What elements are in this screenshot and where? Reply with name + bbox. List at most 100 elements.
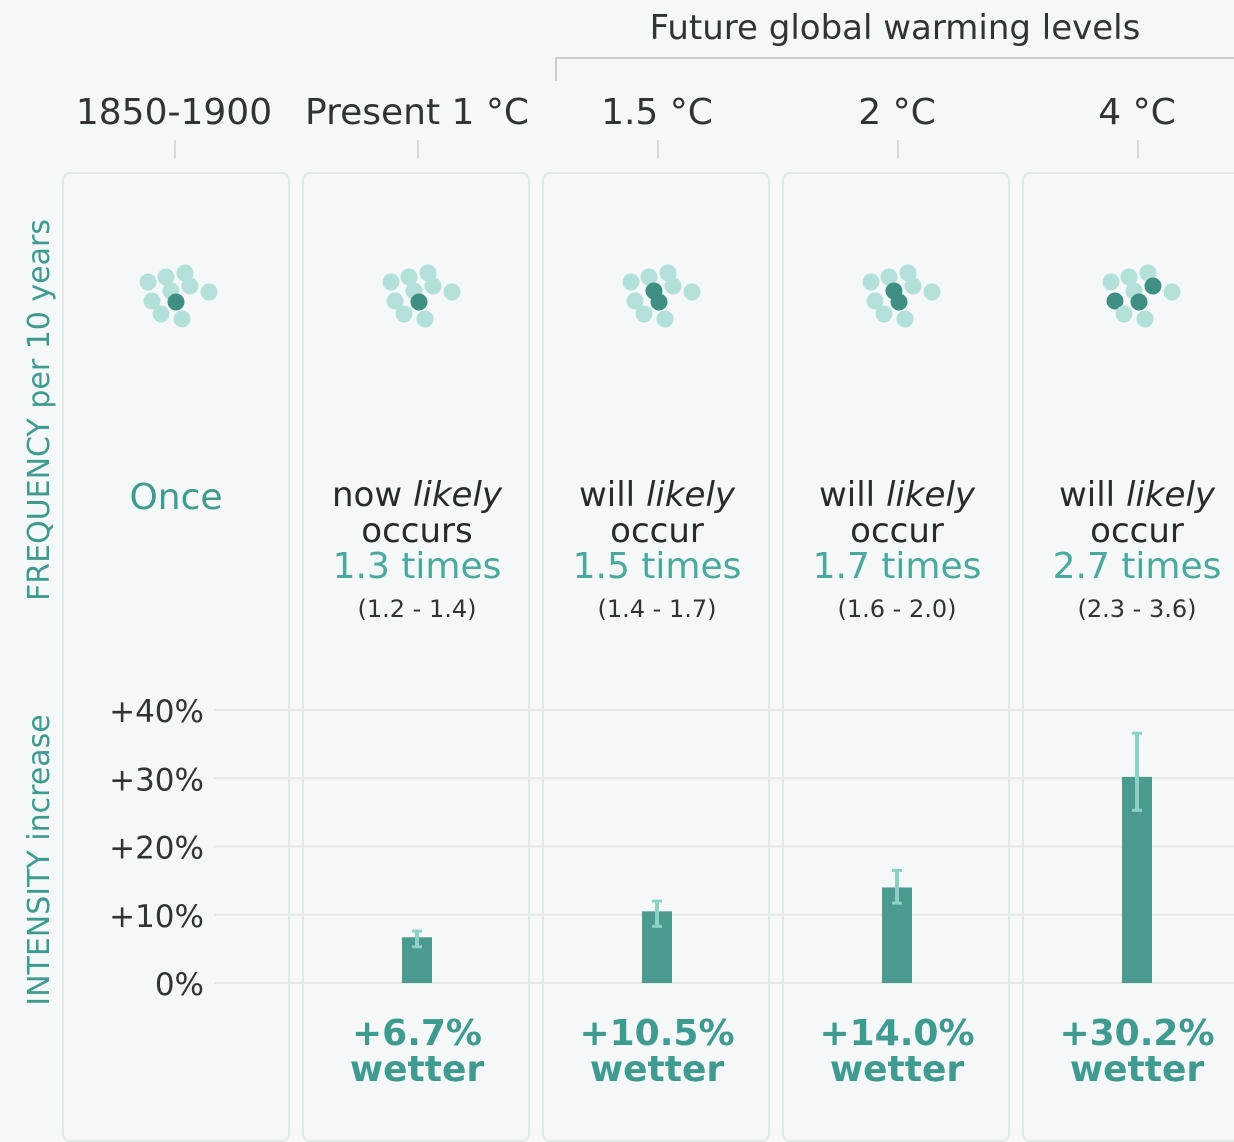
event-dot xyxy=(880,268,898,286)
frequency-line1: will xyxy=(818,475,886,515)
event-dot xyxy=(152,305,170,323)
frequency-baseline-text: Once xyxy=(129,477,223,518)
bar-value: +10.5% xyxy=(579,1013,735,1054)
frequency-likely: likely xyxy=(1125,475,1216,515)
event-dot xyxy=(1102,273,1120,291)
bar-value: +30.2% xyxy=(1059,1013,1215,1054)
frequency-times: 2.7 times xyxy=(1052,546,1222,587)
event-dot-dark xyxy=(1130,293,1148,311)
future-bracket xyxy=(555,57,1234,81)
column-header-4: 4 °C xyxy=(1098,92,1176,133)
frequency-range: (1.6 - 2.0) xyxy=(837,595,957,623)
bar-value-label-present: +6.7% wetter xyxy=(302,1016,532,1088)
event-dot xyxy=(1120,268,1138,286)
frequency-range: (1.2 - 1.4) xyxy=(357,595,477,623)
event-dot-dark xyxy=(1144,277,1162,295)
frequency-2: will likely occur 1.7 times (1.6 - 2.0) xyxy=(782,477,1012,627)
frequency-times: 1.5 times xyxy=(572,546,742,587)
event-dot xyxy=(424,277,442,295)
event-dot-dark xyxy=(410,293,428,311)
event-dot xyxy=(635,305,653,323)
event-dot-dark xyxy=(1106,292,1124,310)
column-header-1-5: 1.5 °C xyxy=(601,92,713,133)
bar-value: +14.0% xyxy=(819,1013,975,1054)
header-tick xyxy=(897,140,899,158)
header-tick xyxy=(417,140,419,158)
bar-word: wetter xyxy=(1069,1049,1205,1090)
frequency-times: 1.7 times xyxy=(812,546,982,587)
event-dot xyxy=(143,292,161,310)
event-dot xyxy=(386,292,404,310)
event-dot xyxy=(200,283,218,301)
frequency-likely: likely xyxy=(885,475,976,515)
header-tick xyxy=(1137,140,1139,158)
bar-value-label-4: +30.2% wetter xyxy=(1022,1016,1234,1088)
frequency-line2: occurs xyxy=(361,511,473,551)
frequency-4: will likely occur 2.7 times (2.3 - 3.6) xyxy=(1022,477,1234,627)
event-dot xyxy=(866,292,884,310)
event-dot xyxy=(1163,283,1181,301)
frequency-present: now likely occurs 1.3 times (1.2 - 1.4) xyxy=(302,477,532,627)
future-warming-title: Future global warming levels xyxy=(649,8,1141,48)
event-dot xyxy=(622,273,640,291)
column-header-present: Present 1 °C xyxy=(305,92,529,133)
event-dot xyxy=(395,305,413,323)
event-dot xyxy=(382,273,400,291)
panel-baseline xyxy=(62,172,290,1142)
event-dot xyxy=(419,264,437,282)
frequency-times: 1.3 times xyxy=(332,546,502,587)
bar-value: +6.7% xyxy=(351,1013,482,1054)
y-tick-label: +30% xyxy=(109,762,204,798)
event-dot xyxy=(400,268,418,286)
header-tick xyxy=(174,140,176,158)
frequency-likely: likely xyxy=(645,475,736,515)
event-dot xyxy=(157,268,175,286)
y-tick-label: +20% xyxy=(109,831,204,867)
frequency-line1: now xyxy=(331,475,413,515)
bar-value-label-1-5: +10.5% wetter xyxy=(542,1016,772,1088)
event-dot xyxy=(1115,305,1133,323)
frequency-range: (2.3 - 3.6) xyxy=(1077,595,1197,623)
event-dot xyxy=(173,310,191,328)
column-header-2: 2 °C xyxy=(858,92,936,133)
event-dot xyxy=(875,305,893,323)
event-dot-dark xyxy=(167,293,185,311)
y-tick-label: +40% xyxy=(109,694,204,730)
frequency-likely: likely xyxy=(412,475,503,515)
event-dot xyxy=(181,277,199,295)
bar-value-label-2: +14.0% wetter xyxy=(782,1016,1012,1088)
event-dot xyxy=(139,273,157,291)
frequency-line2: occur xyxy=(1090,511,1184,551)
event-dot xyxy=(443,283,461,301)
event-dot xyxy=(176,264,194,282)
frequency-1-5: will likely occur 1.5 times (1.4 - 1.7) xyxy=(542,477,772,627)
event-dot xyxy=(683,283,701,301)
frequency-range: (1.4 - 1.7) xyxy=(597,595,717,623)
column-header-baseline: 1850-1900 xyxy=(75,92,273,133)
frequency-line2: occur xyxy=(610,511,704,551)
event-dot xyxy=(896,310,914,328)
frequency-line1: will xyxy=(578,475,646,515)
event-dot xyxy=(1139,264,1157,282)
event-dot xyxy=(923,283,941,301)
bar-word: wetter xyxy=(349,1049,485,1090)
event-dot xyxy=(656,310,674,328)
event-dot xyxy=(659,264,677,282)
bar-word: wetter xyxy=(829,1049,965,1090)
y-tick-label: +10% xyxy=(109,899,204,935)
event-dot xyxy=(1136,310,1154,328)
event-dot xyxy=(899,264,917,282)
y-tick-label: 0% xyxy=(155,967,204,1003)
event-dot xyxy=(904,277,922,295)
event-dot xyxy=(416,310,434,328)
event-dot-dark xyxy=(650,293,668,311)
bar-word: wetter xyxy=(589,1049,725,1090)
event-dot xyxy=(664,277,682,295)
event-dot-dark xyxy=(890,293,908,311)
event-dot xyxy=(862,273,880,291)
event-dot xyxy=(626,292,644,310)
frequency-line1: will xyxy=(1058,475,1126,515)
frequency-line2: occur xyxy=(850,511,944,551)
event-dot xyxy=(640,268,658,286)
